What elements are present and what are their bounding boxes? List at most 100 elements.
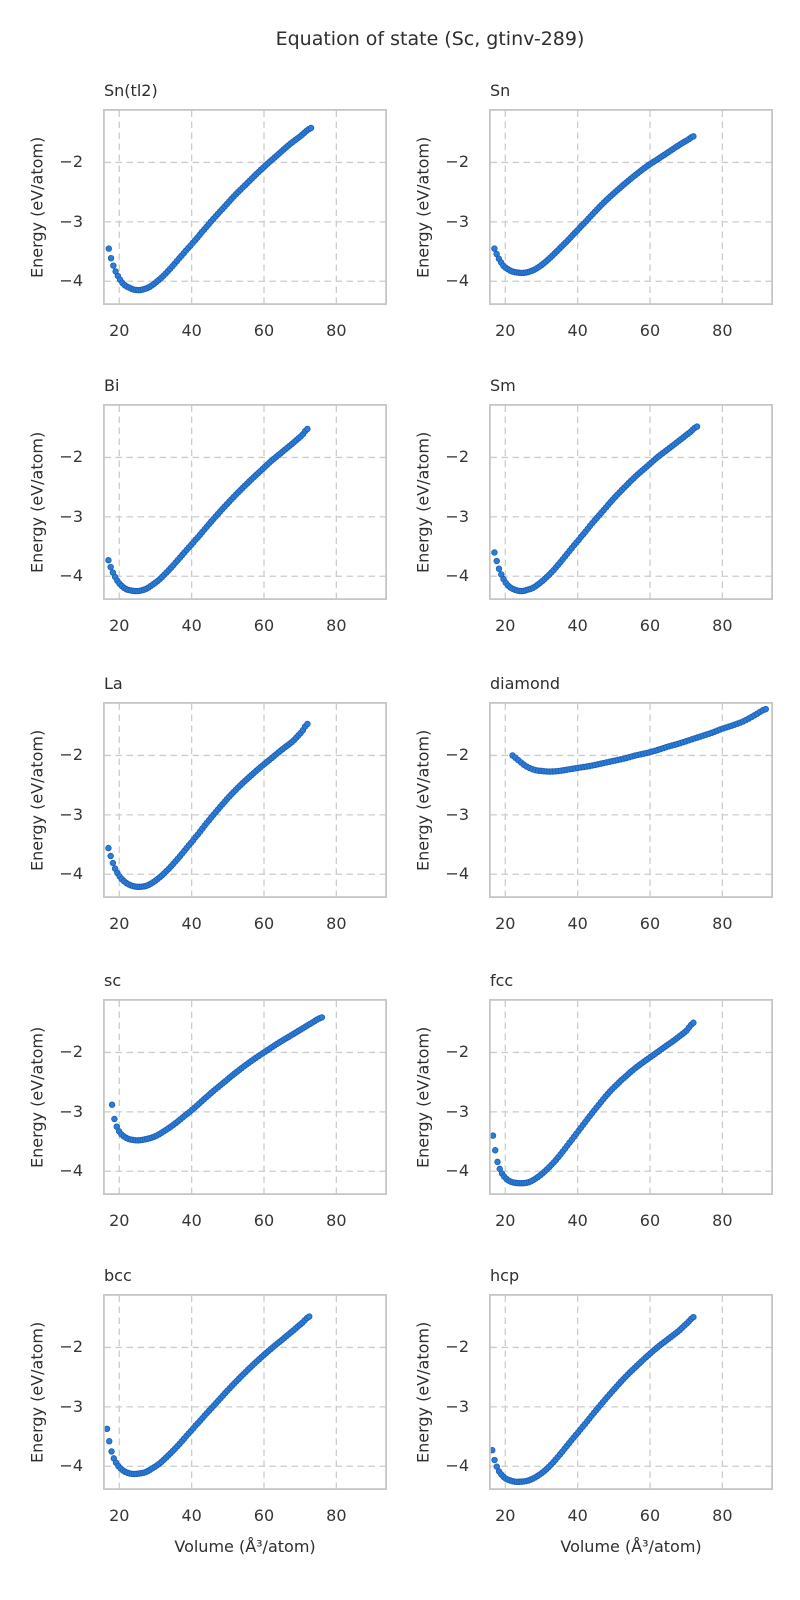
subplot-title: hcp: [490, 1266, 520, 1285]
x-tick-label: 60: [639, 616, 661, 635]
plot-background: [489, 1294, 773, 1490]
data-point: [491, 1456, 498, 1464]
subplot-hcp: hcp Energy (eV/atom) −2 −3 −4 20 40 60 80 Volum…: [414, 1266, 774, 1556]
data-point: [690, 133, 697, 140]
subplot-bcc: bcc Energy (eV/atom) −2 −3 −4 20 40 60 80 Volum…: [28, 1266, 388, 1556]
axes-frame: [102, 701, 388, 898]
x-tick-label: 40: [567, 1211, 588, 1230]
subplot-title: diamond: [490, 674, 561, 693]
x-tick-label: 20: [109, 1211, 130, 1230]
x-tick-label: 40: [567, 1506, 588, 1525]
x-tick-label: 60: [253, 616, 275, 635]
x-tick-label: 80: [326, 321, 347, 340]
x-tick-label: 40: [567, 321, 588, 340]
data-point: [108, 1101, 116, 1108]
x-axis-label: Volume (Å³/atom): [174, 1537, 316, 1556]
x-tick-label: 20: [495, 1506, 516, 1525]
plot-background: [489, 999, 773, 1195]
x-tick-label: 40: [181, 616, 202, 635]
plot-area: [488, 1293, 774, 1490]
plot-background: [103, 109, 387, 305]
x-tick-label: 80: [712, 1506, 733, 1525]
data-point: [693, 423, 701, 430]
x-tick-label: 60: [253, 1211, 275, 1230]
y-tick-label: −3: [59, 1101, 83, 1121]
x-tick-label: 60: [253, 321, 275, 340]
x-tick-label: 80: [326, 1506, 347, 1525]
x-tick-label: 60: [253, 914, 275, 933]
plot-background: [103, 404, 387, 600]
y-tick-label: −2: [445, 745, 469, 765]
plot-background: [103, 1294, 387, 1490]
subplot-title: sc: [104, 971, 122, 990]
scatter-series: [105, 720, 311, 891]
data-point: [105, 844, 112, 852]
plot-area: [102, 998, 388, 1195]
plot-area: [488, 998, 774, 1195]
data-point: [304, 425, 311, 433]
x-tick-label: 40: [181, 1211, 202, 1230]
data-point: [306, 1313, 313, 1320]
x-tick-label: 40: [567, 914, 588, 933]
axes-frame: [102, 403, 388, 600]
data-point: [492, 1147, 499, 1154]
subplot-title: La: [104, 674, 123, 693]
x-tick-label: 80: [326, 616, 347, 635]
plot-area: [102, 701, 388, 898]
scatter-series: [108, 1014, 326, 1144]
y-tick-label: −2: [445, 1337, 469, 1357]
data-point: [103, 1425, 111, 1433]
x-tick-label: 80: [712, 914, 733, 933]
x-tick-label: 40: [181, 321, 202, 340]
y-tick-label: −3: [445, 506, 469, 526]
axes-frame: [102, 998, 388, 1195]
scatter-series: [509, 705, 769, 775]
subplot-sn: Sn Energy (eV/atom) −2 −3 −4 20 40 60 80: [414, 81, 774, 340]
data-point: [690, 1313, 697, 1321]
data-point: [690, 1019, 697, 1026]
y-tick-label: −4: [59, 1161, 83, 1181]
y-tick-label: −3: [445, 804, 469, 824]
data-point: [489, 1132, 497, 1139]
plot-background: [489, 109, 773, 305]
x-tick-label: 60: [639, 1506, 661, 1525]
x-tick-label: 20: [109, 914, 130, 933]
figure-title: Equation of state (Sc, gtinv-289): [275, 28, 585, 50]
data-point: [108, 1448, 115, 1455]
data-point: [762, 705, 769, 713]
y-tick-label: −4: [445, 566, 469, 586]
y-tick-label: −2: [59, 1337, 83, 1357]
scatter-series: [491, 423, 701, 595]
subplot-title: fcc: [490, 971, 514, 990]
data-point: [110, 262, 117, 269]
y-tick-label: −3: [59, 211, 83, 231]
y-tick-label: −2: [445, 447, 469, 467]
y-tick-label: −2: [59, 745, 83, 765]
x-tick-label: 20: [495, 914, 516, 933]
x-tick-label: 40: [567, 616, 588, 635]
data-point: [494, 1158, 501, 1166]
data-point: [493, 557, 500, 565]
plot-background: [489, 404, 773, 600]
x-tick-label: 20: [109, 1506, 130, 1525]
y-tick-label: −2: [59, 152, 83, 172]
scatter-series: [489, 1313, 697, 1485]
x-axis-label: Volume (Å³/atom): [560, 1537, 702, 1556]
plot-background: [103, 999, 387, 1195]
x-tick-label: 20: [495, 616, 516, 635]
scatter-series: [489, 1019, 697, 1187]
y-tick-label: −4: [59, 1456, 83, 1476]
x-tick-label: 80: [712, 1211, 733, 1230]
subplot-sm: Sm Energy (eV/atom) −2 −3 −4 20 40 60 80: [414, 376, 774, 635]
x-tick-label: 60: [639, 1211, 661, 1230]
subplot-sn-tl2-: Sn(tl2) Energy (eV/atom) −2 −3 −4 20 40 60 80: [28, 81, 388, 340]
y-tick-label: −2: [445, 1042, 469, 1062]
subplot-title: Sn: [490, 81, 511, 100]
y-tick-label: −4: [445, 1456, 469, 1476]
subplot-title: bcc: [104, 1266, 132, 1285]
x-tick-label: 20: [109, 616, 130, 635]
plot-area: [488, 701, 774, 898]
subplot-title: Bi: [104, 376, 120, 395]
subplot-sc: sc Energy (eV/atom) −2 −3 −4 20 40 60 80: [28, 971, 388, 1230]
